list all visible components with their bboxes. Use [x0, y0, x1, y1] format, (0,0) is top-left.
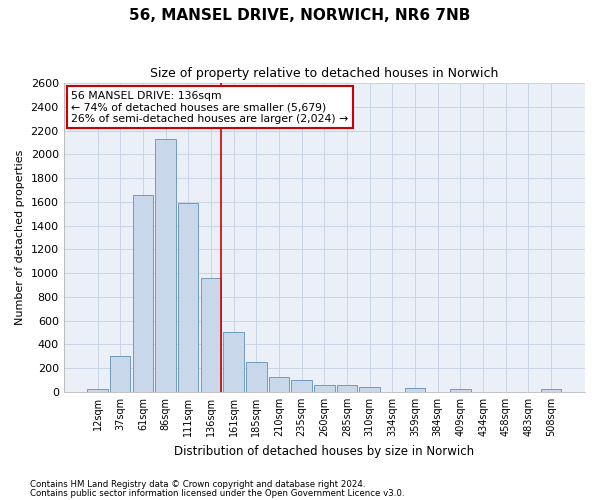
Bar	[337, 386, 357, 392]
Bar	[405, 388, 425, 392]
Bar	[314, 386, 335, 392]
Bar	[450, 389, 470, 392]
Bar	[359, 387, 380, 392]
Bar	[292, 380, 312, 392]
Text: 56 MANSEL DRIVE: 136sqm
← 74% of detached houses are smaller (5,679)
26% of semi: 56 MANSEL DRIVE: 136sqm ← 74% of detache…	[71, 91, 349, 124]
Text: Contains HM Land Registry data © Crown copyright and database right 2024.: Contains HM Land Registry data © Crown c…	[30, 480, 365, 489]
Title: Size of property relative to detached houses in Norwich: Size of property relative to detached ho…	[150, 68, 499, 80]
Bar	[201, 278, 221, 392]
Bar	[155, 139, 176, 392]
Text: 56, MANSEL DRIVE, NORWICH, NR6 7NB: 56, MANSEL DRIVE, NORWICH, NR6 7NB	[130, 8, 470, 22]
Bar	[178, 203, 199, 392]
Bar	[133, 194, 153, 392]
Bar	[269, 377, 289, 392]
Bar	[223, 332, 244, 392]
Y-axis label: Number of detached properties: Number of detached properties	[15, 150, 25, 325]
Text: Contains public sector information licensed under the Open Government Licence v3: Contains public sector information licen…	[30, 490, 404, 498]
Bar	[246, 362, 266, 392]
Bar	[110, 356, 130, 392]
Bar	[541, 389, 562, 392]
Bar	[88, 389, 108, 392]
X-axis label: Distribution of detached houses by size in Norwich: Distribution of detached houses by size …	[174, 444, 475, 458]
